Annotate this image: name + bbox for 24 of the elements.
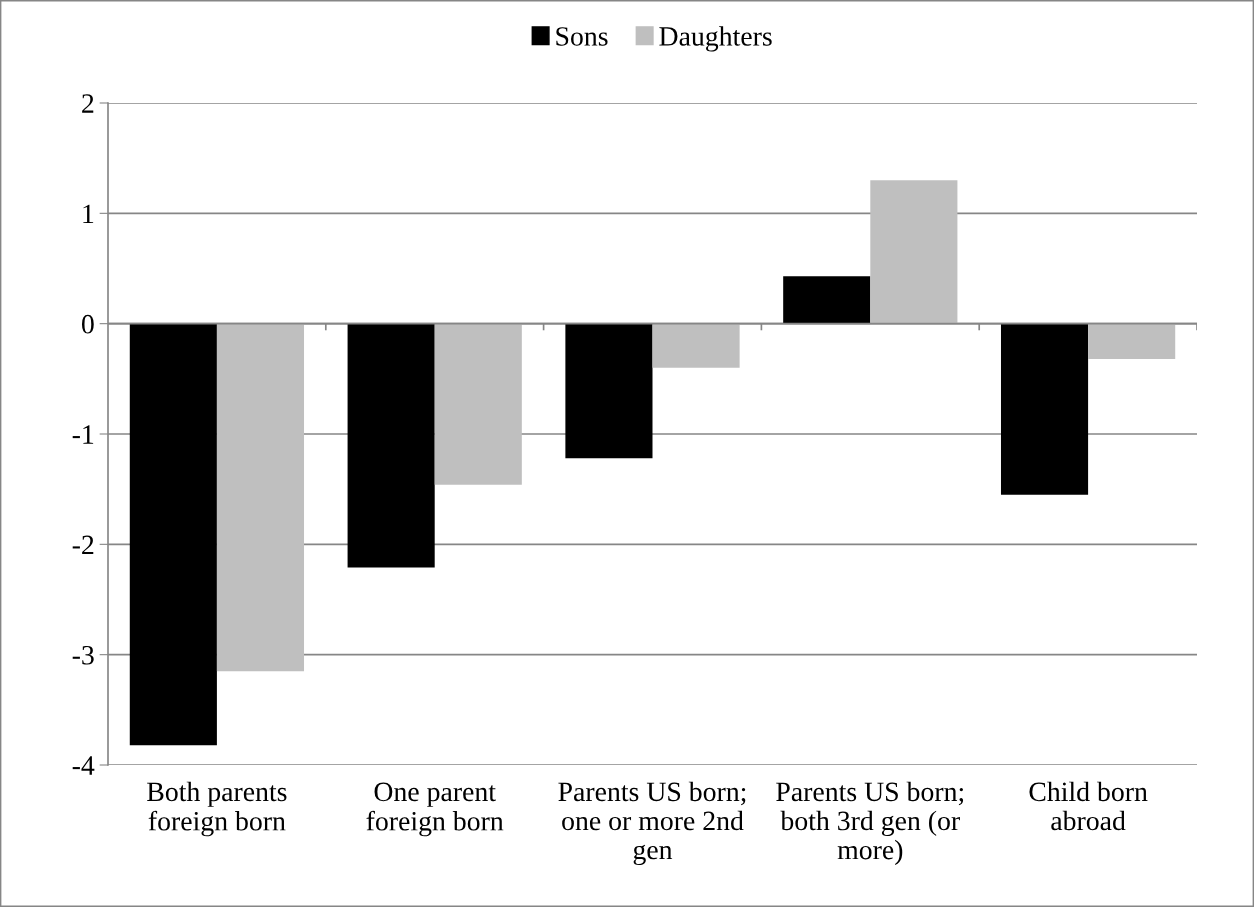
bar	[565, 323, 653, 459]
bar	[1000, 323, 1089, 495]
y-tick-label: 0	[81, 314, 94, 334]
bar	[347, 323, 435, 568]
legend-label: Sons	[556, 27, 608, 46]
bar	[870, 180, 958, 324]
y-tick-label: -4	[72, 756, 95, 775]
x-tick-label: One parent foreign born	[366, 782, 504, 837]
x-tick-label: Parents US born; both 3rd gen (or more)	[776, 781, 964, 866]
y-tick-label: -3	[72, 645, 94, 665]
bar	[652, 323, 740, 368]
bar	[783, 276, 871, 324]
y-tick-label: -2	[72, 535, 94, 554]
x-tick-label: Both parents foreign born	[147, 781, 287, 837]
bar	[216, 323, 305, 672]
bar	[434, 323, 522, 485]
x-tick-label: Child born abroad	[1029, 781, 1148, 831]
bar	[129, 323, 217, 746]
y-tick-label: -1	[72, 425, 94, 444]
y-tick-label: 1	[83, 204, 94, 223]
y-tick-label: 2	[82, 94, 94, 113]
legend-label: Daughters	[659, 26, 772, 52]
x-tick-label: Parents US born; one or more 2nd gen	[558, 781, 746, 866]
bar	[1088, 323, 1176, 359]
